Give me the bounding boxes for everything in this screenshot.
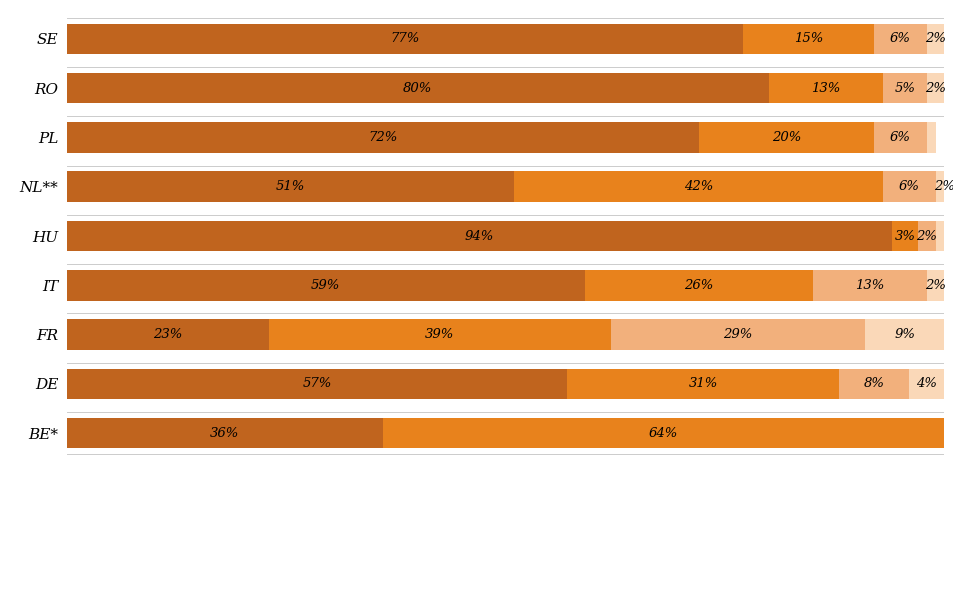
Bar <box>67 24 741 54</box>
Text: 5%: 5% <box>894 81 915 94</box>
Text: 4%: 4% <box>916 378 937 391</box>
Text: 59%: 59% <box>311 278 340 292</box>
Text: 64%: 64% <box>648 427 678 440</box>
Text: 6%: 6% <box>898 180 919 194</box>
Bar <box>873 24 926 54</box>
Text: 36%: 36% <box>210 427 239 440</box>
Bar <box>67 369 566 399</box>
Text: 2%: 2% <box>924 81 945 94</box>
Text: 13%: 13% <box>854 278 883 292</box>
Text: 42%: 42% <box>683 180 713 194</box>
Text: 2%: 2% <box>933 180 953 194</box>
Bar <box>917 221 935 251</box>
Bar <box>926 270 943 300</box>
Text: 2%: 2% <box>924 32 945 45</box>
Text: 72%: 72% <box>368 131 397 144</box>
Bar <box>891 221 917 251</box>
Bar <box>67 418 382 448</box>
Bar <box>864 319 943 350</box>
Text: 77%: 77% <box>390 32 419 45</box>
Bar <box>566 369 839 399</box>
Text: 57%: 57% <box>302 378 332 391</box>
Bar <box>768 73 882 103</box>
Text: 2%: 2% <box>916 230 937 242</box>
Text: 3%: 3% <box>894 230 915 242</box>
Bar <box>698 122 873 153</box>
Bar <box>67 221 891 251</box>
Bar <box>269 319 610 350</box>
Bar <box>882 73 926 103</box>
Text: 94%: 94% <box>464 230 494 242</box>
Text: 6%: 6% <box>889 131 910 144</box>
Bar <box>812 270 926 300</box>
Text: 26%: 26% <box>683 278 713 292</box>
Bar <box>382 418 943 448</box>
Bar <box>67 122 698 153</box>
Bar <box>610 319 864 350</box>
Text: 23%: 23% <box>152 328 182 341</box>
Text: 51%: 51% <box>275 180 305 194</box>
Text: 29%: 29% <box>722 328 752 341</box>
Text: 20%: 20% <box>771 131 801 144</box>
Text: 2%: 2% <box>924 278 945 292</box>
Bar <box>67 319 269 350</box>
Bar <box>514 172 882 202</box>
Bar <box>926 73 943 103</box>
Bar <box>935 221 943 251</box>
Bar <box>839 369 908 399</box>
Bar <box>935 172 952 202</box>
Bar <box>873 122 926 153</box>
Text: 15%: 15% <box>793 32 822 45</box>
Text: 6%: 6% <box>889 32 910 45</box>
Text: 80%: 80% <box>403 81 432 94</box>
Text: 8%: 8% <box>862 378 883 391</box>
Text: 39%: 39% <box>425 328 454 341</box>
Bar <box>584 270 812 300</box>
Text: 9%: 9% <box>894 328 915 341</box>
Bar <box>926 24 943 54</box>
Bar <box>67 73 768 103</box>
Bar <box>926 122 935 153</box>
Bar <box>741 24 873 54</box>
Text: 13%: 13% <box>810 81 840 94</box>
Text: 31%: 31% <box>688 378 717 391</box>
Bar <box>67 270 584 300</box>
Bar <box>882 172 935 202</box>
Bar <box>908 369 943 399</box>
Bar <box>67 172 514 202</box>
